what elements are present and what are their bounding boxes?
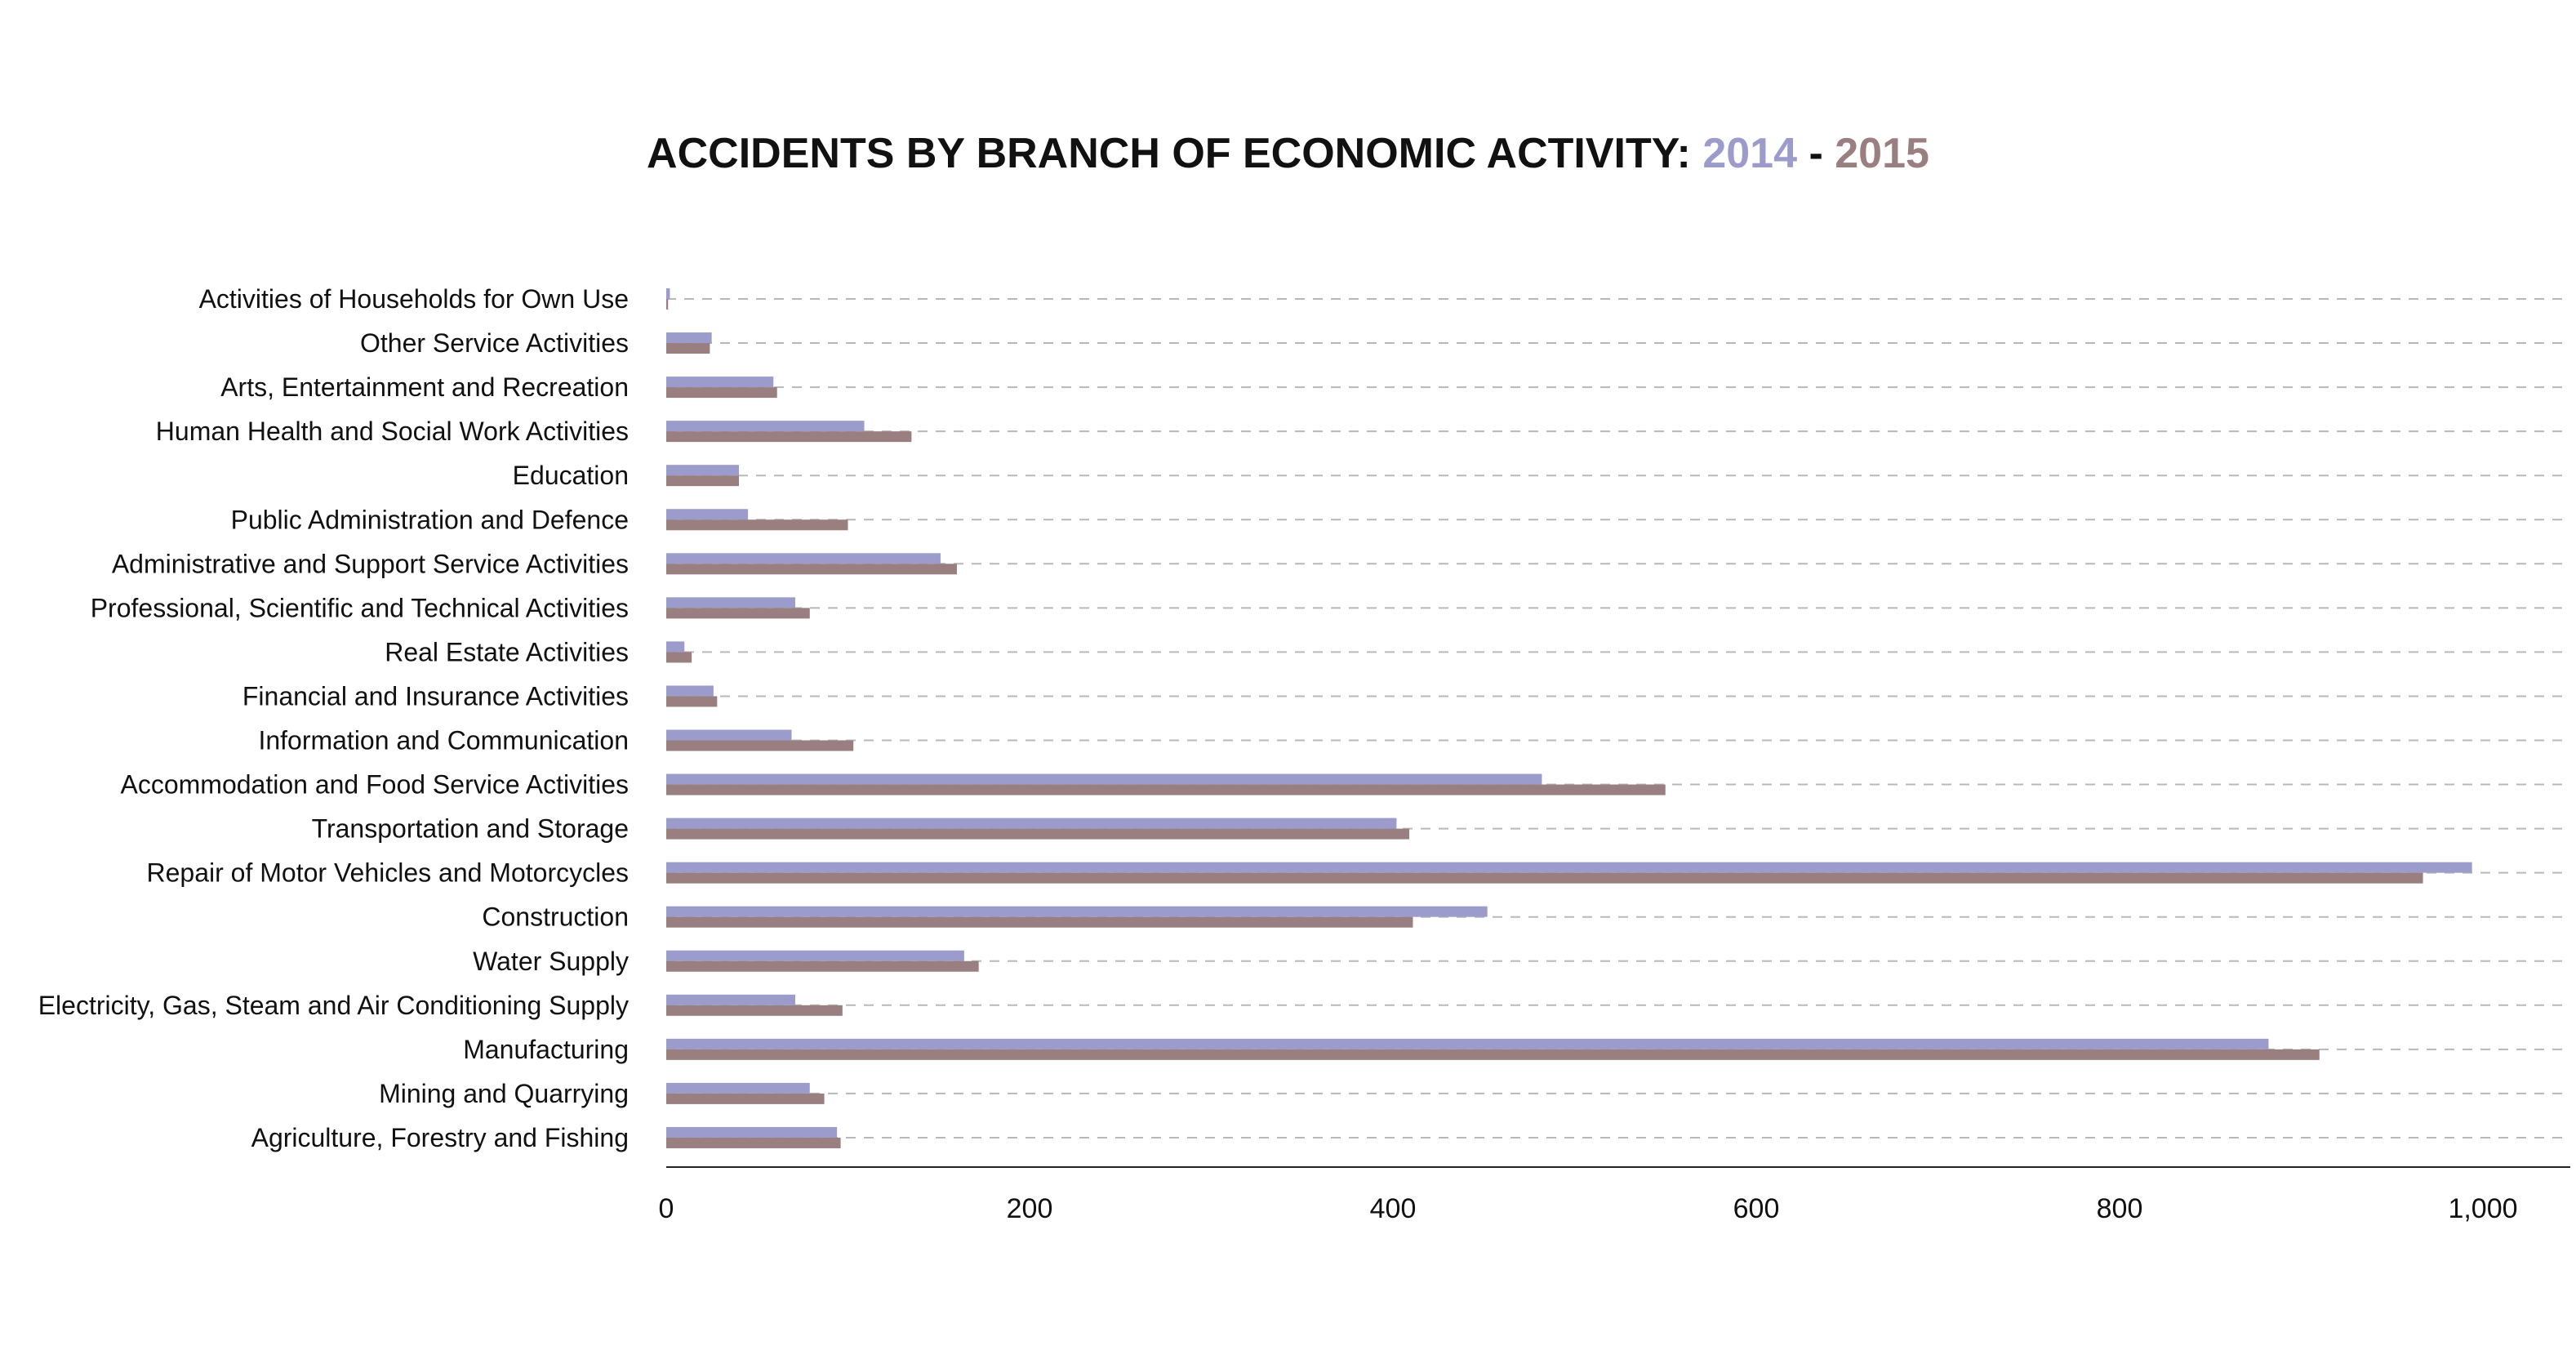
bar-2015: [666, 387, 777, 399]
bar-2014: [666, 1082, 810, 1094]
category-label: Information and Communication: [258, 726, 629, 755]
x-tick-label: 1,000: [2448, 1193, 2517, 1224]
bar-2015: [666, 608, 810, 619]
x-axis: 0 200 400 600 800 1,000: [659, 1166, 2570, 1224]
bar-2015: [666, 872, 2423, 884]
bar-2015: [666, 784, 1666, 795]
bar-2015: [666, 1005, 843, 1016]
category-label: Public Administration and Defence: [231, 505, 629, 534]
bar-2015: [666, 1049, 2320, 1060]
category-label: Manufacturing: [463, 1035, 629, 1064]
chart-title-year-2015: 2015: [1835, 130, 1929, 177]
category-label: Real Estate Activities: [385, 637, 629, 666]
bar-2014: [666, 1038, 2269, 1049]
category-label: Administrative and Support Service Activ…: [112, 549, 629, 578]
grid-lines: [666, 298, 2570, 1139]
x-tick-label: 600: [1733, 1193, 1780, 1224]
category-label: Financial and Insurance Activities: [242, 681, 629, 711]
bar-2015: [666, 564, 957, 575]
bar-2015: [666, 828, 1410, 840]
bar-2015: [666, 431, 912, 443]
bar-2015: [666, 299, 669, 310]
category-label: Transportation and Storage: [312, 814, 629, 844]
bar-2014: [666, 818, 1397, 829]
bar-2014: [666, 553, 941, 564]
bar-2015: [666, 519, 848, 531]
bar-2014: [666, 332, 712, 344]
bar-2015: [666, 696, 718, 707]
category-label: Other Service Activities: [360, 328, 629, 358]
bar-2015: [666, 343, 710, 354]
category-label: Repair of Motor Vehicles and Motorcycles: [147, 858, 629, 888]
bar-2014: [666, 509, 749, 520]
bar-2014: [666, 1126, 838, 1138]
bar-2014: [666, 597, 795, 608]
bar-2015: [666, 1137, 841, 1148]
bar-2014: [666, 906, 1488, 917]
bar-2014: [666, 862, 2472, 873]
category-label: Activities of Households for Own Use: [199, 284, 629, 314]
category-label: Agriculture, Forestry and Fishing: [251, 1123, 629, 1152]
bar-2015: [666, 916, 1413, 928]
category-label: Education: [513, 461, 629, 490]
bar-2015: [666, 740, 854, 751]
category-label: Accommodation and Food Service Activitie…: [120, 770, 629, 800]
category-label: Mining and Quarrying: [379, 1079, 629, 1108]
bar-2014: [666, 641, 685, 653]
bar-2014: [666, 421, 865, 432]
chart-title-separator: -: [1809, 130, 1823, 177]
category-label: Electricity, Gas, Steam and Air Conditio…: [38, 991, 629, 1020]
x-tick-label: 0: [659, 1193, 674, 1224]
category-label: Construction: [482, 902, 629, 932]
x-tick-label: 200: [1007, 1193, 1053, 1224]
category-label: Arts, Entertainment and Recreation: [220, 372, 629, 402]
bars: [666, 288, 2472, 1148]
x-tick-label: 800: [2097, 1193, 2143, 1224]
chart-title: ACCIDENTS BY BRANCH OF ECONOMIC ACTIVITY…: [0, 129, 2576, 178]
bar-2014: [666, 377, 774, 388]
bar-2014: [666, 950, 964, 961]
bar-2015: [666, 960, 979, 972]
category-label: Professional, Scientific and Technical A…: [91, 593, 629, 622]
bar-2014: [666, 465, 739, 476]
bar-2014: [666, 994, 795, 1005]
chart-title-text: ACCIDENTS BY BRANCH OF ECONOMIC ACTIVITY…: [647, 130, 1691, 177]
chart-title-year-2014: 2014: [1702, 130, 1798, 177]
bar-2014: [666, 773, 1542, 785]
category-labels: Activities of Households for Own Use Othe…: [38, 284, 629, 1152]
bar-2015: [666, 1093, 825, 1104]
category-label: Water Supply: [473, 947, 629, 976]
bar-2015: [666, 475, 739, 487]
bar-2014: [666, 729, 792, 741]
x-tick-label: 400: [1370, 1193, 1417, 1224]
bar-2015: [666, 652, 692, 663]
category-label: Human Health and Social Work Activities: [156, 417, 629, 446]
bar-2014: [666, 685, 714, 697]
bar-2014: [666, 288, 670, 299]
